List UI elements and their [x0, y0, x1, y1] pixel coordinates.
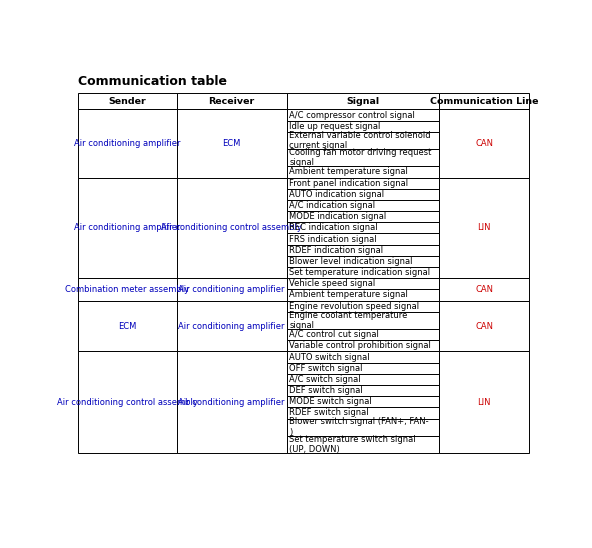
Text: Ambient temperature signal: Ambient temperature signal: [289, 168, 408, 176]
Text: ECM: ECM: [223, 139, 241, 148]
Text: Ambient temperature signal: Ambient temperature signal: [289, 290, 408, 300]
Text: Engine coolant temperature
signal: Engine coolant temperature signal: [289, 311, 408, 330]
Text: Air conditioning control assembly: Air conditioning control assembly: [57, 398, 198, 407]
Text: RDEF indication signal: RDEF indication signal: [289, 246, 384, 255]
Bar: [287, 93, 439, 110]
Bar: [439, 93, 529, 110]
Bar: [287, 256, 439, 267]
Bar: [287, 396, 439, 407]
Text: Blower switch signal (FAN+, FAN-
): Blower switch signal (FAN+, FAN- ): [289, 418, 429, 437]
Text: DEF switch signal: DEF switch signal: [289, 386, 363, 395]
Text: Front panel indication signal: Front panel indication signal: [289, 179, 408, 187]
Text: Communication Line: Communication Line: [430, 97, 538, 106]
Text: AUTO indication signal: AUTO indication signal: [289, 190, 384, 199]
Bar: [287, 301, 439, 312]
Bar: [287, 289, 439, 301]
Text: CAN: CAN: [475, 139, 493, 148]
Bar: [287, 351, 439, 363]
Bar: [287, 132, 439, 149]
Text: CAN: CAN: [475, 322, 493, 330]
Text: Vehicle speed signal: Vehicle speed signal: [289, 279, 375, 288]
Bar: [287, 407, 439, 419]
Text: Communication table: Communication table: [78, 75, 227, 88]
Bar: [287, 374, 439, 385]
Bar: [177, 110, 287, 178]
Bar: [287, 233, 439, 244]
Bar: [177, 351, 287, 453]
Bar: [287, 436, 439, 453]
Bar: [78, 110, 177, 178]
Bar: [439, 301, 529, 351]
Bar: [439, 110, 529, 178]
Bar: [287, 329, 439, 340]
Text: Idle up request signal: Idle up request signal: [289, 122, 381, 131]
Bar: [78, 178, 177, 278]
Bar: [287, 363, 439, 374]
Text: Air conditioning amplifier: Air conditioning amplifier: [178, 398, 285, 407]
Bar: [177, 93, 287, 110]
Text: A/C switch signal: A/C switch signal: [289, 375, 361, 384]
Bar: [287, 419, 439, 436]
Bar: [287, 244, 439, 256]
Bar: [287, 278, 439, 289]
Text: Air conditioning control assembly: Air conditioning control assembly: [161, 224, 302, 232]
Bar: [439, 178, 529, 278]
Text: Variable control prohibition signal: Variable control prohibition signal: [289, 341, 431, 350]
Text: Cooling fan motor driving request
signal: Cooling fan motor driving request signal: [289, 148, 432, 168]
Text: Air conditioning amplifier: Air conditioning amplifier: [74, 139, 181, 148]
Text: OFF switch signal: OFF switch signal: [289, 364, 363, 373]
Bar: [177, 301, 287, 351]
Bar: [287, 211, 439, 222]
Text: REC indication signal: REC indication signal: [289, 224, 378, 232]
Text: FRS indication signal: FRS indication signal: [289, 235, 377, 243]
Text: Set temperature switch signal
(UP, DOWN): Set temperature switch signal (UP, DOWN): [289, 435, 416, 454]
Bar: [287, 121, 439, 132]
Text: Set temperature indication signal: Set temperature indication signal: [289, 268, 430, 277]
Bar: [287, 189, 439, 200]
Bar: [287, 312, 439, 329]
Text: Air conditioning amplifier: Air conditioning amplifier: [178, 285, 285, 294]
Text: Signal: Signal: [346, 97, 379, 106]
Text: MODE switch signal: MODE switch signal: [289, 397, 372, 406]
Text: Sender: Sender: [108, 97, 146, 106]
Text: Engine revolution speed signal: Engine revolution speed signal: [289, 301, 419, 311]
Text: Air conditioning amplifier: Air conditioning amplifier: [74, 224, 181, 232]
Text: CAN: CAN: [475, 285, 493, 294]
Text: Combination meter assembly: Combination meter assembly: [65, 285, 189, 294]
Text: A/C compressor control signal: A/C compressor control signal: [289, 111, 415, 119]
Bar: [287, 110, 439, 121]
Bar: [177, 178, 287, 278]
Text: LIN: LIN: [477, 398, 491, 407]
Bar: [78, 278, 177, 301]
Bar: [78, 301, 177, 351]
Bar: [439, 278, 529, 301]
Bar: [287, 385, 439, 396]
Text: MODE indication signal: MODE indication signal: [289, 212, 387, 221]
Bar: [287, 200, 439, 211]
Text: External variable control solenoid
current signal: External variable control solenoid curre…: [289, 131, 431, 150]
Bar: [287, 267, 439, 278]
Text: A/C indication signal: A/C indication signal: [289, 201, 375, 210]
Bar: [287, 149, 439, 167]
Bar: [287, 222, 439, 233]
Text: ECM: ECM: [118, 322, 136, 330]
Bar: [78, 351, 177, 453]
Text: LIN: LIN: [477, 224, 491, 232]
Text: AUTO switch signal: AUTO switch signal: [289, 352, 370, 362]
Text: Receiver: Receiver: [208, 97, 255, 106]
Text: RDEF switch signal: RDEF switch signal: [289, 408, 369, 418]
Bar: [287, 340, 439, 351]
Bar: [177, 278, 287, 301]
Text: A/C control cut signal: A/C control cut signal: [289, 330, 379, 339]
Bar: [78, 93, 177, 110]
Bar: [287, 167, 439, 178]
Bar: [439, 351, 529, 453]
Text: Blower level indication signal: Blower level indication signal: [289, 257, 413, 266]
Text: Air conditioning amplifier: Air conditioning amplifier: [178, 322, 285, 330]
Bar: [287, 178, 439, 189]
